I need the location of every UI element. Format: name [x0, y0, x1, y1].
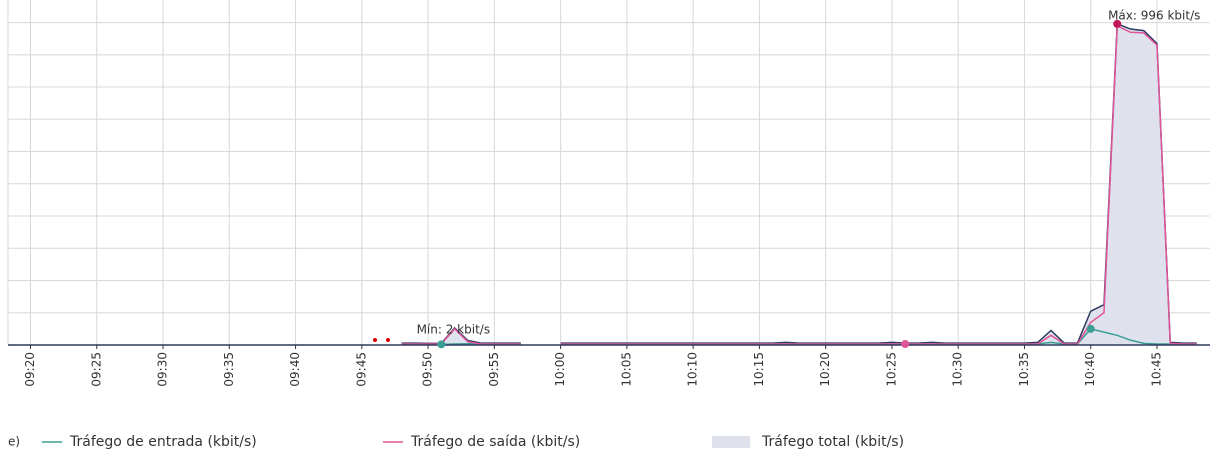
- x-tick-label: 10:40: [1083, 352, 1097, 387]
- series-line: [401, 24, 1197, 345]
- grid: [7, 0, 1210, 345]
- annotation: Máx: 996 kbit/s: [1108, 9, 1200, 23]
- x-tick-label: 09:35: [222, 352, 236, 387]
- legend-label: Tráfego total (kbit/s): [761, 434, 904, 450]
- x-tick-label: 10:35: [1017, 352, 1031, 387]
- point: [1086, 324, 1095, 333]
- x-tick-label: 10:15: [752, 352, 766, 387]
- legend-prefix: e): [8, 435, 20, 449]
- area: [401, 23, 1197, 346]
- legend-label: Tráfego de saída (kbit/s): [410, 434, 580, 450]
- x-tick-label: 10:30: [951, 352, 965, 387]
- x-tick-label: 10:05: [619, 352, 633, 387]
- missing-marker: [373, 338, 377, 342]
- x-tick-label: 09:20: [23, 352, 37, 387]
- max-point: [1113, 19, 1122, 28]
- series-line: [401, 22, 1197, 345]
- x-tick-label: 09:50: [421, 352, 435, 387]
- x-tick-label: 10:00: [553, 352, 567, 387]
- annotation: Mín: 2 kbit/s: [417, 323, 491, 337]
- x-tick-label: 10:10: [686, 352, 700, 387]
- point: [901, 340, 910, 349]
- x-tick-label: 10:25: [884, 352, 898, 387]
- x-tick-label: 10:45: [1149, 352, 1163, 387]
- x-tick-label: 09:25: [89, 352, 103, 387]
- legend-label: Tráfego de entrada (kbit/s): [69, 434, 257, 450]
- x-tick-label: 09:40: [288, 352, 302, 387]
- missing-marker: [386, 338, 390, 342]
- min-point: [437, 340, 446, 349]
- x-tick-label: 09:55: [487, 352, 501, 387]
- x-tick-label: 09:45: [354, 352, 368, 387]
- x-tick-label: 09:30: [156, 352, 170, 387]
- legend-swatch: [712, 436, 750, 448]
- x-tick-label: 10:20: [818, 352, 832, 387]
